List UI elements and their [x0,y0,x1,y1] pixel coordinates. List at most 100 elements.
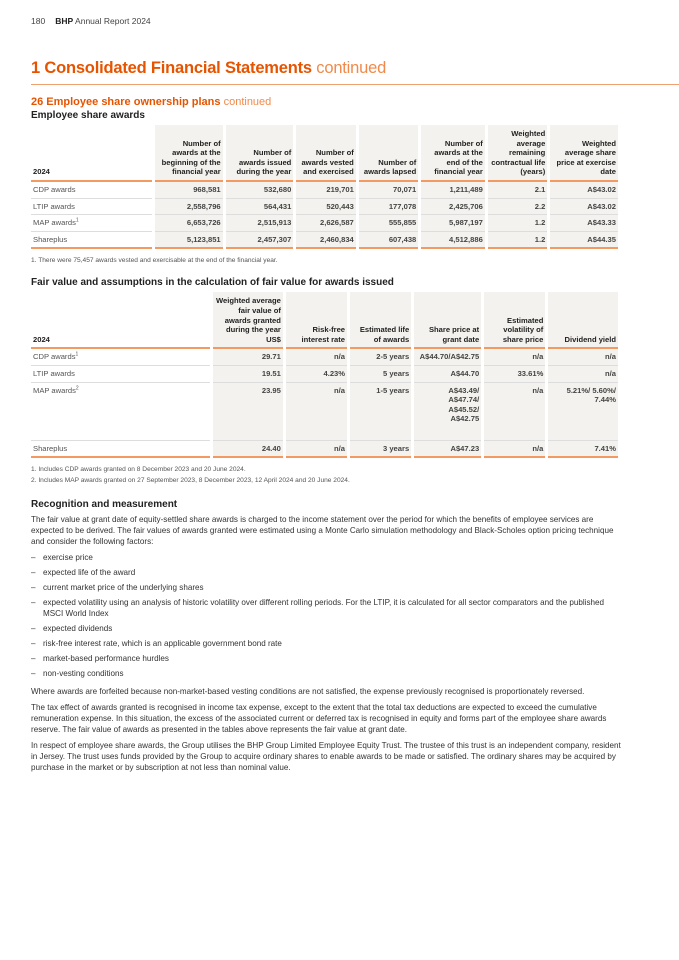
table-cell: 7.41% [548,440,618,459]
list-item: current market price of the underlying s… [31,582,621,593]
row-label-text: CDP awards [33,184,76,194]
table-row: Shareplus 5,123,851 2,457,307 2,460,834 607,… [31,231,618,250]
paragraph: Where awards are forfeited because non-m… [31,687,585,697]
table-cell: 2-5 years [350,349,412,366]
table-cell: n/a [285,349,348,366]
row-label-text: LTIP awards [33,368,75,378]
recognition-section: Recognition and measurement The fair val… [31,498,621,773]
recognition-paragraphs: Where awards are forfeited because non-m… [31,686,621,773]
table-cell: 564,431 [225,198,294,216]
table-cell: 19.51 [213,365,283,383]
header-row: 2024 Weighted average fair value of award… [31,292,618,350]
table-cell: 2,626,587 [296,215,356,232]
page-header: 180 BHP Annual Report 2024 [31,16,621,28]
list-item: risk-free interest rate, which is an app… [31,638,621,649]
column-header: Weighted average share price at exercise… [550,125,618,182]
column-header: Risk-free interest rate [285,292,348,350]
employee-share-awards-table: 2024 Number of awards at the beginning of… [28,125,621,250]
table-cell: 3 years [350,440,412,459]
list-item: non-vesting conditions [31,668,621,679]
table-row: CDP awards1 29.71 n/a 2-5 years A$44.70/A$42… [31,349,618,366]
page-title: 1 Consolidated Financial Statements cont… [31,58,621,78]
row-label: CDP awards1 [31,349,211,366]
table-cell: n/a [548,349,618,366]
recognition-intro: The fair value at grant date of equity-s… [31,515,614,547]
paragraph: The tax effect of awards granted is reco… [31,703,607,735]
column-header: Number of awards issued during the year [225,125,294,182]
table-cell: 6,653,726 [154,215,223,232]
table-cell: n/a [285,440,348,459]
table-cell: 24.40 [213,440,283,459]
column-header: Number of awards at the end of the finan… [421,125,485,182]
table-cell: 2,515,913 [225,215,294,232]
table-cell: 33.61% [484,365,546,383]
divider [31,84,679,85]
row-label: LTIP awards [31,366,211,383]
footnote-ref: 1 [75,351,79,358]
title-main: 1 Consolidated Financial Statements [31,59,312,77]
row-label: Shareplus [31,232,152,250]
footnote: 1. Includes CDP awards granted on 8 Dece… [31,466,246,474]
table-cell: 5,987,197 [421,215,485,232]
table-row: MAP awards2 23.95 n/a 1-5 years A$43.49/ A$4… [31,382,618,441]
row-label: Shareplus [31,441,211,459]
row-label: MAP awards2 [31,383,211,441]
section-heading: 26 Employee share ownership plans contin… [31,95,621,109]
column-header: Weighted average fair value of awards gr… [213,292,283,350]
table2-footnotes: 1. Includes CDP awards granted on 8 Dece… [31,464,621,486]
table-cell: A$43.02 [550,181,618,199]
table-cell: A$43.02 [550,198,618,216]
table-cell: 5 years [350,365,412,383]
table-cell: 532,680 [225,181,294,199]
table-cell: A$44.35 [550,231,618,250]
table-row: CDP awards 968,581 532,680 219,701 70,071 1,2… [31,181,618,199]
factor-list: exercise price expected life of the award… [31,552,621,679]
table-cell: n/a [484,349,546,366]
table-cell: 2.1 [487,181,548,199]
column-header: Weighted average remaining contractual l… [487,125,548,182]
column-header: Share price at grant date [414,292,482,350]
table-row: LTIP awards 2,558,796 564,431 520,443 177,07… [31,198,618,216]
row-label-text: CDP awards [33,352,76,362]
column-header: Dividend yield [548,292,618,350]
table-cell: A$43.49/ A$47.74/ A$45.52/ A$42.75 [414,382,482,441]
table-cell: 2,425,706 [421,198,485,216]
table-cell: 23.95 [213,382,283,441]
table-cell: A$44.70/A$42.75 [414,349,482,366]
table-cell: 520,443 [296,198,356,216]
row-label-text: LTIP awards [33,201,75,211]
table-cell: 2,460,834 [296,231,356,250]
row-label: CDP awards [31,182,152,199]
list-item: expected dividends [31,623,621,634]
column-header: Number of awards lapsed [358,125,419,182]
table-cell: 555,855 [358,215,419,232]
column-header: Number of awards vested and exercised [296,125,356,182]
table1-subtitle: Employee share awards [31,110,145,121]
section-main: 26 Employee share ownership plans [31,96,221,108]
table-cell: 5.21%/ 5.60%/ 7.44% [548,382,618,441]
table1-footnotes: 1. There were 75,457 awards vested and e… [31,255,621,266]
table-cell: n/a [484,440,546,459]
list-item: market-based performance hurdles [31,653,621,664]
table-cell: A$43.33 [550,215,618,232]
table-cell: 219,701 [296,181,356,199]
table-cell: 1,211,489 [421,181,485,199]
table-cell: n/a [548,365,618,383]
page-number: 180 [31,16,46,26]
footnote: 1. There were 75,457 awards vested and e… [31,257,278,265]
row-label-text: MAP awards [33,218,76,228]
list-item: exercise price [31,552,621,563]
table-cell: 2,558,796 [154,198,223,216]
table-row: MAP awards1 6,653,726 2,515,913 2,626,587 55… [31,215,618,232]
column-header: 2024 [31,125,152,182]
table-row: LTIP awards 19.51 4.23% 5 years A$44.70 33.61… [31,365,618,383]
row-label: LTIP awards [31,199,152,216]
row-label: MAP awards1 [31,215,152,232]
report-name: Annual Report 2024 [75,16,151,26]
table2-subtitle: Fair value and assumptions in the calcul… [31,277,394,289]
column-header: 2024 [31,292,211,350]
footnote-ref: 1 [75,217,79,224]
table-cell: 1.2 [487,231,548,250]
column-header: Estimated volatility of share price [484,292,546,350]
row-label-text: Shareplus [33,443,68,453]
